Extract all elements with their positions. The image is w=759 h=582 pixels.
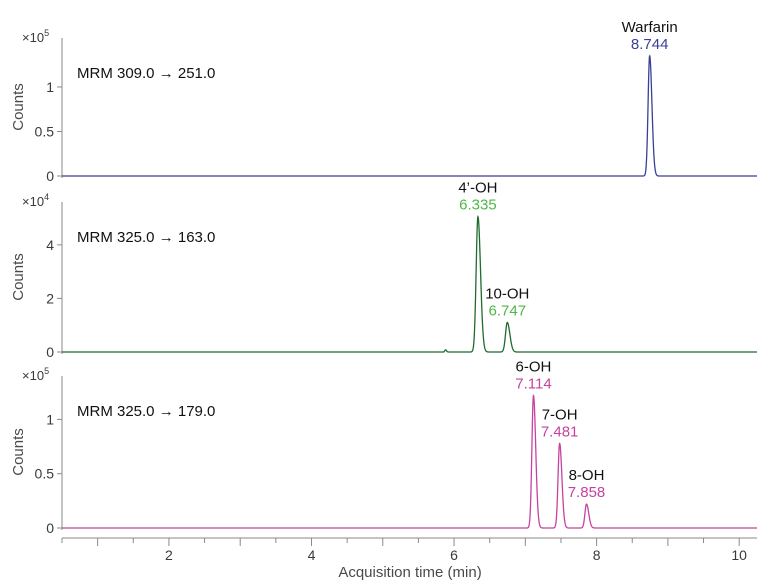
panel-1: 0 0.5 1 ×105 Counts MRM 309.0 → 251.0 Warfarin… <box>10 19 757 184</box>
y-tick-label: 2 <box>46 290 54 306</box>
y-multiplier-exponent: 5 <box>44 366 49 376</box>
y-tick-label: 4 <box>46 237 54 253</box>
peak-name-label: Warfarin <box>622 19 678 36</box>
y-tick-label: 0 <box>46 520 54 536</box>
peak-rt-label: 7.858 <box>568 484 606 501</box>
y-multiplier-exponent: 5 <box>44 28 49 38</box>
peak-name-label: 8-OH <box>569 467 605 484</box>
transition-label: MRM 325.0 → 163.0 <box>77 229 215 246</box>
x-tick-label: 2 <box>165 547 173 563</box>
y-tick-label: 1 <box>46 411 54 427</box>
y-tick-label: 1 <box>46 79 54 95</box>
peak-name-label: 6-OH <box>516 359 552 376</box>
transition-label: MRM 325.0 → 179.0 <box>77 403 215 420</box>
x-tick-label: 4 <box>308 547 316 563</box>
transition-label: MRM 309.0 → 251.0 <box>77 65 215 82</box>
y-multiplier-label: ×105 <box>22 366 49 383</box>
y-tick-label: 0.5 <box>35 123 55 139</box>
x-tick-label: 10 <box>731 547 747 563</box>
peak-rt-label: 6.747 <box>489 303 527 320</box>
peak-rt-label: 7.481 <box>541 423 579 440</box>
y-axis-label: Counts <box>10 253 27 301</box>
y-multiplier-label: ×104 <box>22 192 49 209</box>
y-axis-label: Counts <box>10 428 27 476</box>
peak-rt-label: 7.114 <box>515 376 551 393</box>
x-tick-label: 8 <box>593 547 601 563</box>
trace-line <box>62 54 757 177</box>
x-axis: 2 4 6 8 10 <box>61 537 757 563</box>
peak-rt-label: 8.744 <box>631 36 669 53</box>
trace-line <box>62 215 757 353</box>
peak-name-label: 10-OH <box>485 286 529 303</box>
y-multiplier-exponent: 4 <box>44 192 49 202</box>
peak-name-label: 4’-OH <box>458 180 497 197</box>
x-axis-label: Acquisition time (min) <box>338 564 481 581</box>
x-tick-label: 6 <box>450 547 458 563</box>
trace-line <box>62 394 757 529</box>
peak-name-label: 7-OH <box>542 406 578 423</box>
y-multiplier-label: ×105 <box>22 28 49 45</box>
y-axis-label: Counts <box>10 83 27 131</box>
y-tick-label: 0 <box>46 168 54 184</box>
y-tick-label: 0 <box>46 344 54 360</box>
peak-rt-label: 6.335 <box>459 197 497 214</box>
y-tick-label: 0.5 <box>35 466 55 482</box>
panel-3: 0 0.5 1 ×105 Counts MRM 325.0 → 179.0 6-OH7.11… <box>10 359 757 536</box>
